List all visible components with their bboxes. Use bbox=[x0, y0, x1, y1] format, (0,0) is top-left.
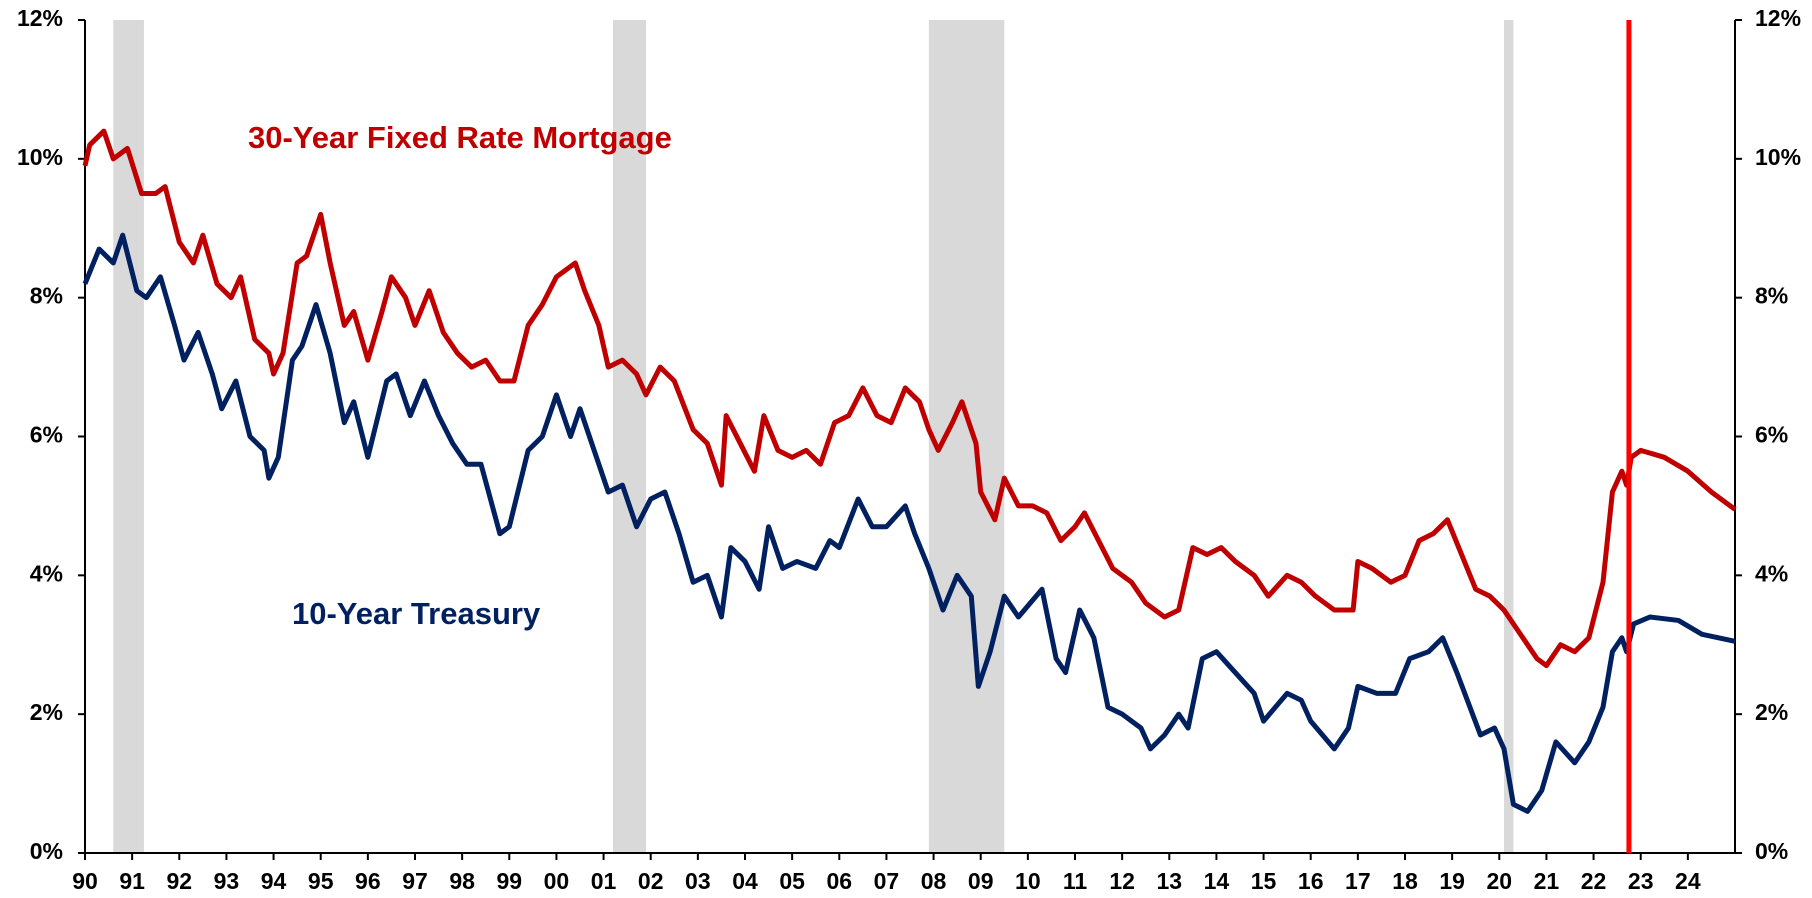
y2-tick-label: 6% bbox=[1755, 422, 1788, 448]
annotation: 10-Year Treasury bbox=[292, 596, 541, 631]
recession-band bbox=[1504, 20, 1514, 853]
y2-tick-label: 12% bbox=[1755, 5, 1801, 31]
lines bbox=[82, 20, 1737, 853]
y-tick-label: 6% bbox=[30, 422, 63, 448]
x-tick-label: 19 bbox=[1439, 868, 1465, 894]
recession-band bbox=[613, 20, 646, 853]
y-tick-label: 4% bbox=[30, 560, 63, 586]
x-tick-label: 12 bbox=[1109, 868, 1135, 894]
x-tick-label: 20 bbox=[1486, 868, 1512, 894]
x-tick-label: 16 bbox=[1298, 868, 1324, 894]
axes: 0% 2% 4% 6% 8% 10% 12% 0% 2% 4% 6% 8% 10% 12% 90 91 92 93… bbox=[17, 5, 1801, 894]
y2-tick-label: 10% bbox=[1755, 144, 1801, 170]
x-tick-label: 15 bbox=[1251, 868, 1277, 894]
x-tick-label: 98 bbox=[449, 868, 475, 894]
y-tick-label: 10% bbox=[17, 144, 63, 170]
x-tick-label: 18 bbox=[1392, 868, 1418, 894]
x-tick-label: 99 bbox=[496, 868, 522, 894]
x-tick-label: 11 bbox=[1063, 868, 1088, 894]
x-tick-label: 24 bbox=[1675, 868, 1701, 894]
y2-tick-label: 2% bbox=[1755, 699, 1788, 725]
y2-tick-label: 0% bbox=[1755, 838, 1788, 864]
x-tick-label: 97 bbox=[402, 868, 428, 894]
annotation: 30-Year Fixed Rate Mortgage bbox=[248, 120, 672, 155]
series-line bbox=[82, 232, 1736, 814]
y2-tick-label: 8% bbox=[1755, 283, 1788, 309]
x-tick-label: 00 bbox=[544, 868, 570, 894]
x-tick-label: 02 bbox=[638, 868, 664, 894]
series-line bbox=[82, 128, 1737, 669]
recession-band bbox=[928, 20, 1005, 853]
recession-band bbox=[113, 20, 144, 853]
x-tick-label: 17 bbox=[1345, 868, 1371, 894]
x-tick-label: 13 bbox=[1156, 868, 1182, 894]
y-tick-label: 0% bbox=[30, 838, 63, 864]
x-tick-label: 09 bbox=[968, 868, 994, 894]
x-tick-label: 23 bbox=[1628, 868, 1654, 894]
x-tick-label: 03 bbox=[685, 868, 711, 894]
x-tick-label: 96 bbox=[355, 868, 381, 894]
x-tick-label: 22 bbox=[1581, 868, 1607, 894]
y2-tick-label: 4% bbox=[1755, 560, 1788, 586]
x-tick-label: 94 bbox=[261, 868, 287, 894]
x-tick-label: 21 bbox=[1534, 868, 1560, 894]
x-tick-label: 08 bbox=[921, 868, 947, 894]
y-tick-label: 12% bbox=[17, 5, 63, 31]
x-tick-label: 06 bbox=[826, 868, 852, 894]
y-tick-label: 2% bbox=[30, 699, 63, 725]
x-tick-label: 07 bbox=[874, 868, 900, 894]
x-tick-label: 14 bbox=[1204, 868, 1230, 894]
x-tick-label: 01 bbox=[591, 868, 617, 894]
x-tick-label: 93 bbox=[214, 868, 240, 894]
x-tick-label: 92 bbox=[166, 868, 192, 894]
x-tick-label: 04 bbox=[732, 868, 758, 894]
x-tick-label: 95 bbox=[308, 868, 334, 894]
x-tick-label: 90 bbox=[72, 868, 98, 894]
x-tick-label: 91 bbox=[119, 868, 145, 894]
x-tick-label: 10 bbox=[1015, 868, 1041, 894]
x-tick-label: 05 bbox=[779, 868, 805, 894]
y-tick-label: 8% bbox=[30, 283, 63, 309]
